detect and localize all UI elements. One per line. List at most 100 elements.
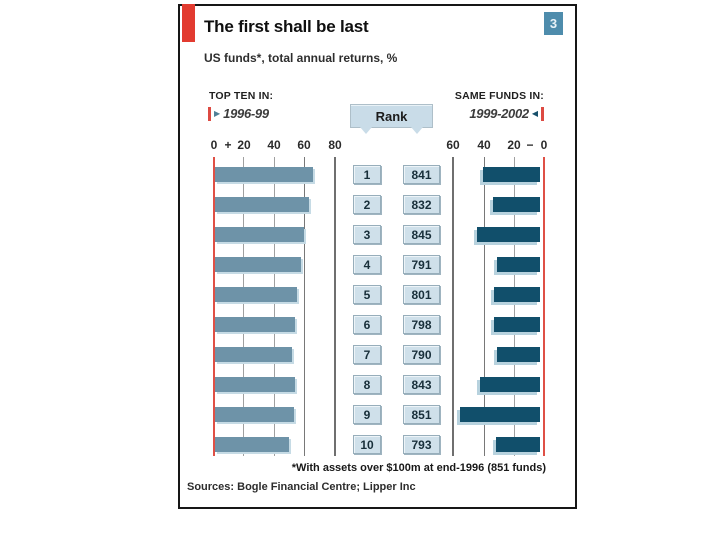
gridline — [304, 157, 305, 456]
rank-box: 6 — [353, 315, 381, 334]
rank-box: 8 — [353, 375, 381, 394]
return-bar-1999-2002 — [497, 257, 540, 272]
rank-label: 8 — [363, 377, 371, 392]
return-bar-1996-99 — [215, 167, 313, 182]
later-rank-box: 793 — [403, 435, 440, 454]
fund-row: 6 798 — [180, 307, 575, 337]
right-period: 1999-2002 ◀ — [469, 106, 544, 121]
rank-box: 3 — [353, 225, 381, 244]
later-rank-box: 843 — [403, 375, 440, 394]
left-axis-tick: 40 — [267, 138, 281, 152]
sources-line: Sources: Bogle Financial Centre; Lipper … — [187, 481, 416, 493]
left-axis-tick: 20 — [237, 138, 251, 152]
gridline — [484, 157, 485, 456]
later-rank-label: 851 — [411, 407, 432, 422]
left-axis-tick: 0 — [210, 138, 218, 152]
gridline — [243, 157, 244, 456]
return-bar-1999-2002 — [497, 347, 540, 362]
rank-box: 7 — [353, 345, 381, 364]
right-axis-tick: 0 — [540, 138, 548, 152]
right-axis-tick: 60 — [446, 138, 460, 152]
slide-number-badge: 3 — [544, 12, 563, 35]
later-rank-label: 793 — [411, 437, 432, 452]
return-bar-1996-99 — [215, 377, 295, 392]
return-bar-1996-99 — [215, 257, 301, 272]
return-bar-1999-2002 — [483, 167, 540, 182]
red-tick-icon — [541, 106, 544, 121]
later-rank-label: 790 — [411, 347, 432, 362]
rank-label: 6 — [363, 317, 371, 332]
zero-line-left — [213, 157, 215, 456]
rank-box: 9 — [353, 405, 381, 424]
return-bar-1999-2002 — [494, 287, 540, 302]
arrow-left-icon: ◀ — [531, 108, 538, 118]
later-rank-box: 798 — [403, 315, 440, 334]
right-axis-minus: − — [526, 138, 534, 152]
rank-box: 10 — [353, 435, 381, 454]
rank-label: 10 — [360, 437, 374, 452]
return-bar-1996-99 — [215, 227, 304, 242]
rank-label: 4 — [363, 257, 371, 272]
return-bar-1999-2002 — [477, 227, 540, 242]
chart-subtitle: US funds*, total annual returns, % — [204, 51, 398, 65]
later-rank-box: 801 — [403, 285, 440, 304]
rank-callout-label: Rank — [375, 108, 408, 124]
left-axis-tick: 80 — [328, 138, 342, 152]
callout-tail-right-icon — [411, 127, 423, 134]
rank-box: 1 — [353, 165, 381, 184]
rows: 1 841 2 832 3 845 4 791 5 801 6 798 7 79… — [180, 157, 575, 457]
fund-row: 10 793 — [180, 427, 575, 457]
later-rank-label: 798 — [411, 317, 432, 332]
later-rank-box: 841 — [403, 165, 440, 184]
fund-row: 8 843 — [180, 367, 575, 397]
rank-label: 1 — [363, 167, 371, 182]
page-title: The first shall be last — [204, 17, 369, 36]
later-rank-box: 832 — [403, 195, 440, 214]
rank-label: 5 — [363, 287, 371, 302]
left-column-header: TOP TEN IN: — [209, 90, 274, 102]
return-bar-1996-99 — [215, 407, 294, 422]
footnote: *With assets over $100m at end-1996 (851… — [291, 462, 546, 474]
later-rank-label: 841 — [411, 167, 432, 182]
later-rank-label: 843 — [411, 377, 432, 392]
later-rank-box: 845 — [403, 225, 440, 244]
rank-callout: Rank — [350, 104, 433, 134]
left-axis-plus: + — [224, 138, 232, 152]
plot-area: 1 841 2 832 3 845 4 791 5 801 6 798 7 79… — [180, 157, 575, 457]
fund-row: 5 801 — [180, 277, 575, 307]
rank-label: 3 — [363, 227, 371, 242]
fund-row: 4 791 — [180, 247, 575, 277]
fund-row: 3 845 — [180, 217, 575, 247]
right-axis-tick: 40 — [477, 138, 491, 152]
fund-row: 2 832 — [180, 187, 575, 217]
later-rank-box: 790 — [403, 345, 440, 364]
later-rank-box: 791 — [403, 255, 440, 274]
fund-row: 1 841 — [180, 157, 575, 187]
right-axis-tick: 20 — [507, 138, 521, 152]
return-bar-1999-2002 — [460, 407, 540, 422]
return-bar-1999-2002 — [493, 197, 540, 212]
later-rank-label: 845 — [411, 227, 432, 242]
fund-row: 7 790 — [180, 337, 575, 367]
rank-label: 7 — [363, 347, 371, 362]
rank-box: 5 — [353, 285, 381, 304]
later-rank-box: 851 — [403, 405, 440, 424]
return-bar-1996-99 — [215, 317, 295, 332]
red-tick-icon — [208, 106, 211, 121]
return-bar-1999-2002 — [480, 377, 540, 392]
later-rank-label: 791 — [411, 257, 432, 272]
rank-label: 2 — [363, 197, 371, 212]
zero-line-right — [543, 157, 545, 456]
callout-tail-left-icon — [360, 127, 372, 134]
gridline — [274, 157, 275, 456]
red-accent-bar — [182, 4, 195, 42]
rank-box: 2 — [353, 195, 381, 214]
rank-box: 4 — [353, 255, 381, 274]
right-period-label: 1999-2002 — [469, 106, 529, 121]
gridline — [514, 157, 515, 456]
return-bar-1999-2002 — [494, 317, 540, 332]
right-column-header: SAME FUNDS IN: — [454, 90, 544, 102]
later-rank-label: 801 — [411, 287, 432, 302]
fund-row: 9 851 — [180, 397, 575, 427]
rank-label: 9 — [363, 407, 371, 422]
